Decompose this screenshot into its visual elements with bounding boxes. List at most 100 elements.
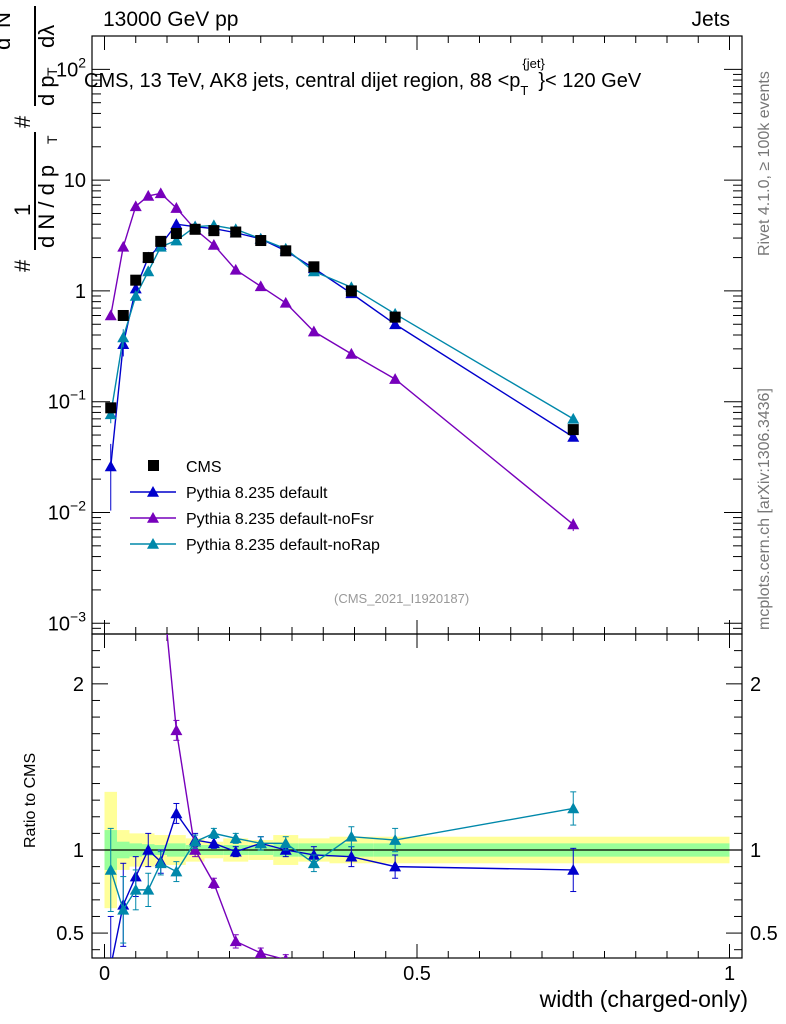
ratio-data-point (207, 827, 220, 839)
main-data-point (129, 289, 142, 301)
cms-data-point (280, 245, 292, 257)
main-data-point (170, 202, 183, 213)
y-tick-label-exponent: 2 (78, 54, 86, 70)
y-tick-label-base: 10 (56, 59, 78, 81)
y-tick-label-base: 10 (48, 502, 70, 524)
ratio-series-group (104, 246, 580, 998)
ratio-y-tick-label-left: 0.5 (56, 923, 84, 945)
cms-data-point (345, 285, 357, 297)
main-series-1 (104, 218, 580, 511)
ratio-data-point (142, 883, 155, 895)
legend-label: Pythia 8.235 default (186, 485, 328, 502)
cms-data-point (255, 235, 267, 247)
legend-label-cms: CMS (186, 459, 222, 476)
x-tick-label: 0.5 (403, 963, 431, 985)
ratio-data-point (567, 863, 580, 875)
ratio-data-point (142, 844, 155, 855)
plot-title-sup: {jet} (522, 56, 545, 71)
analysis-tag: (CMS_2021_I1920187) (334, 591, 470, 606)
ratio-data-point (129, 883, 142, 895)
main-data-point (279, 296, 292, 308)
ratio-data-point (254, 837, 267, 849)
main-data-point (142, 265, 155, 277)
y-tick-label: 10 (64, 170, 86, 192)
legend-marker (147, 538, 159, 549)
main-data-point (567, 431, 580, 442)
main-data-point (117, 240, 130, 252)
cms-data-point (567, 424, 579, 436)
main-data-point (142, 189, 155, 201)
ratio-data-point (154, 857, 167, 869)
main-data-point (104, 460, 117, 472)
main-series-3 (104, 219, 580, 424)
main-data-point (117, 331, 130, 343)
main-data-point (254, 280, 267, 292)
y-tick-label-exponent: −1 (70, 387, 86, 403)
x-axis-label: width (charged-only) (539, 986, 748, 1012)
ratio-y-axis-ticks: 2 2 1 1 0.5 0.5 (56, 633, 778, 951)
y-tick-label-exponent: −2 (70, 497, 86, 513)
ratio-data-point (207, 837, 220, 849)
header-right: Jets (691, 8, 730, 31)
cms-data-point (142, 252, 154, 264)
ratio-data-point (345, 965, 357, 976)
ratio-data-point (170, 724, 183, 736)
plot-title-sub: T (520, 83, 529, 98)
ratio-data-point (229, 845, 242, 857)
y-tick-label: 10−3 (48, 608, 86, 635)
legend-label: Pythia 8.235 default-noFsr (186, 511, 374, 528)
ratio-data-point (307, 848, 320, 860)
main-data-point (154, 187, 167, 199)
cms-data-series (105, 223, 579, 436)
ratio-data-point (130, 246, 142, 257)
main-data-point (129, 200, 142, 212)
plot-title-post: }< 120 GeV (538, 70, 642, 92)
ratio-data-point (308, 967, 320, 978)
ratio-data-point (345, 850, 358, 862)
ratio-data-point (170, 807, 183, 819)
ratio-data-point (567, 987, 579, 998)
cms-data-point (105, 402, 117, 414)
main-data-point (567, 412, 580, 424)
ratio-data-point (283, 953, 289, 958)
y-tick-label: 10−2 (48, 497, 86, 524)
main-series-line (110, 223, 574, 467)
ratio-data-point (104, 863, 117, 875)
main-series-line (110, 224, 574, 420)
plot-title: CMS, 13 TeV, AK8 jets, central dijet reg… (84, 56, 642, 98)
ratio-data-point (229, 832, 242, 844)
ratio-data-point (189, 835, 202, 847)
ratio-data-point (229, 935, 242, 947)
main-data-point (170, 218, 183, 230)
y-tick-label-exponent: −3 (70, 608, 86, 624)
main-data-point (104, 309, 117, 321)
x-tick-label: 1 (724, 963, 735, 985)
y-tick-label: 10−1 (48, 387, 86, 414)
main-data-point (389, 318, 402, 330)
y-tick-label-base: 10 (48, 392, 70, 414)
main-data-point (345, 347, 358, 359)
main-data-point (207, 238, 220, 250)
y-tick-label: 102 (56, 54, 86, 81)
ratio-data-point (189, 844, 202, 855)
ratio-data-point (207, 877, 220, 889)
ratio-data-point (567, 802, 580, 814)
cms-data-point (155, 235, 167, 247)
ratio-data-point (389, 834, 402, 845)
legend-marker (147, 486, 159, 497)
cms-data-point (117, 309, 129, 321)
ratio-plot-frame (91, 633, 743, 959)
cms-data-point (230, 226, 242, 238)
ratio-y-tick-label-left: 1 (73, 840, 84, 862)
plot-title-pre: CMS, 13 TeV, AK8 jets, central dijet reg… (84, 70, 521, 92)
main-data-point (170, 234, 183, 246)
ratio-y-tick-label-right: 0.5 (750, 923, 778, 945)
legend-marker-cms (148, 460, 159, 471)
main-data-point (104, 408, 117, 420)
ratio-data-point (307, 857, 320, 869)
ratio-data-point (117, 903, 130, 915)
ratio-data-point (389, 965, 401, 976)
ratio-data-point (254, 947, 267, 958)
header-left: 13000 GeV pp (103, 8, 239, 31)
